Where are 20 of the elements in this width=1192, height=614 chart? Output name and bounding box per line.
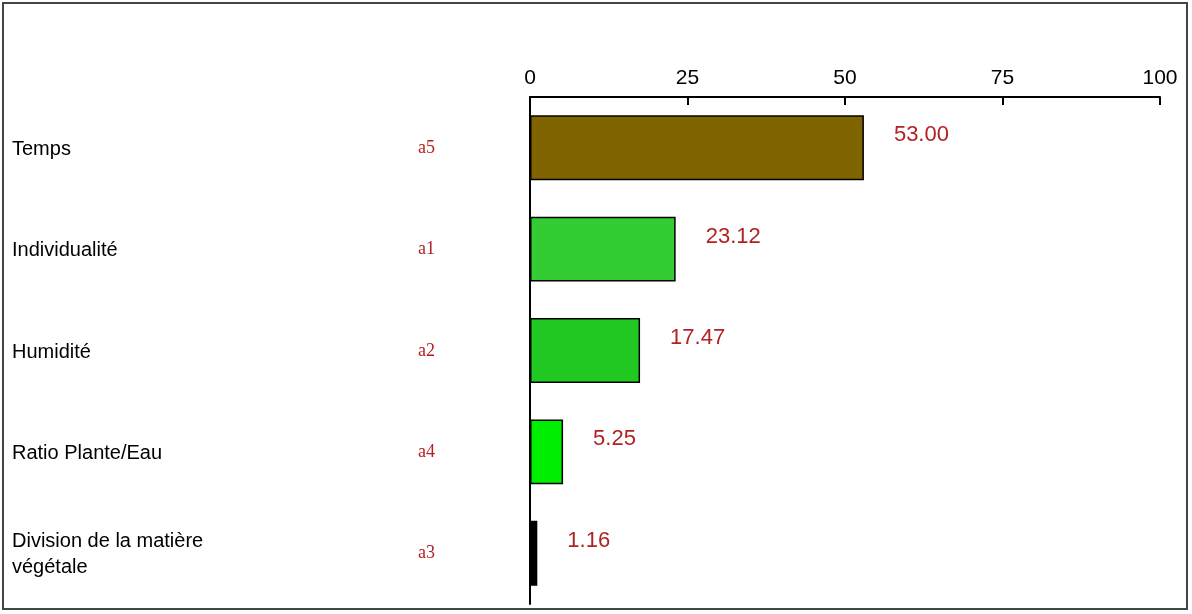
text: a4 [418,440,435,461]
x2-tick-label: 75 [990,65,1015,88]
text: a3 [418,542,435,563]
x2-tick-label: 25 [675,65,700,88]
x2-tick-label: 0 [524,65,536,88]
text: a2 [418,339,435,360]
x2-tick-label: 50 [833,65,857,88]
y-tick-label: Ratio Plante/Eau [12,440,163,463]
data-label: 5.25 [593,425,636,451]
data-label: 23.12 [705,222,761,248]
y-tick-label: Individualité [12,238,118,261]
y-tick-label: Humidité [12,339,91,362]
x2-tick-label: 100 [1142,65,1178,88]
data-label: 17.47 [670,324,726,349]
text: a5 [418,136,435,157]
y-tick-label: Temps [12,136,71,159]
data-label: 1.16 [567,526,611,552]
y-tick-label: Division de la matière végétale [12,529,209,578]
text: a1 [418,238,435,259]
data-label: 53.00 [893,121,949,147]
